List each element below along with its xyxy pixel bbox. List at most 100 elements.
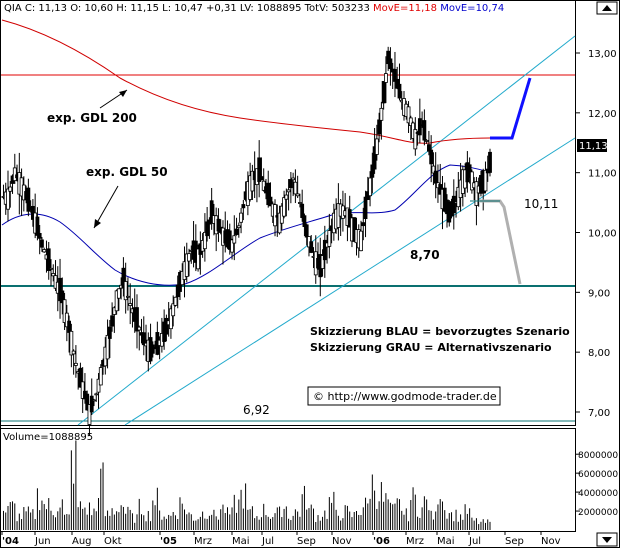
time-tick-label: '04	[2, 536, 19, 547]
last-price-tag	[577, 139, 607, 152]
level-label-6-92: 6,92	[243, 403, 270, 417]
candle-body	[169, 308, 173, 330]
legend-grey-text: Skizzierung GRAU = Alternativszenario	[310, 341, 552, 354]
scenario-legend-box	[306, 322, 540, 356]
candle-body	[12, 167, 17, 181]
candle-body	[302, 215, 307, 228]
candle-body	[64, 312, 69, 328]
candle-body	[361, 222, 366, 227]
candle-body	[37, 233, 42, 239]
time-axis: '04 Jun Aug Okt '05 Mrz Mai Jul Sep Nov '06 Mrz Mai J…	[1, 531, 561, 547]
candle-body	[35, 216, 40, 236]
quote-header: QIA C: 11,13 O: 10,60 H: 11,15 L: 10,47 …	[4, 3, 504, 14]
candle-body	[320, 255, 325, 269]
candle-body	[187, 253, 191, 262]
candle-body	[216, 218, 221, 232]
candle-body	[96, 378, 101, 393]
scenario-blue-path	[490, 77, 532, 140]
candle-body	[92, 399, 96, 402]
time-tick-label: Aug	[72, 536, 92, 547]
price-panel-frame	[0, 0, 576, 426]
candle-body	[474, 181, 479, 206]
candle-body	[374, 138, 379, 155]
candle-body	[121, 267, 126, 289]
candle-body	[413, 129, 418, 150]
time-tick-label: Sep	[297, 536, 316, 547]
candle-body	[71, 350, 76, 355]
candle-body	[94, 393, 99, 396]
candle-body	[230, 239, 234, 253]
candle-body	[322, 239, 327, 261]
candle-series	[1, 46, 492, 436]
candle-body	[150, 344, 155, 354]
candle-body	[46, 248, 51, 271]
candle-body	[286, 189, 291, 193]
last-price-value: 11,13	[579, 141, 608, 152]
time-tick-label: Jul	[261, 536, 274, 547]
lower-trend-line	[124, 137, 576, 426]
candle-body	[304, 224, 309, 238]
candle-body	[184, 253, 189, 277]
candle-body	[60, 290, 65, 304]
candle-body	[288, 179, 293, 189]
gdl50-line	[1, 164, 491, 286]
candle-body	[164, 317, 169, 335]
candle-body	[73, 362, 78, 366]
candle-body	[368, 177, 372, 197]
candle-body	[309, 241, 314, 253]
upper-trend-line	[77, 35, 576, 426]
price-tick-label: 7,00	[588, 408, 610, 419]
candle-body	[395, 78, 400, 89]
candle-body	[431, 165, 436, 174]
price-tick-label: 11,00	[588, 169, 617, 180]
candle-body	[239, 212, 243, 223]
candle-body	[427, 144, 431, 152]
time-tick-label: Mrz	[194, 536, 212, 547]
candle-body	[85, 393, 90, 411]
copyright-link[interactable]: © http://www.godmode-trader.de	[313, 390, 497, 403]
volume-tick-label: 8000000	[578, 451, 618, 461]
candle-body	[291, 177, 296, 181]
candle-body	[110, 315, 114, 327]
candle-body	[98, 367, 103, 386]
candle-body	[209, 200, 214, 224]
candle-body	[261, 180, 266, 191]
candle-body	[488, 151, 492, 173]
candle-body	[196, 248, 200, 270]
candle-body	[26, 187, 31, 212]
gdl50-label: exp. GDL 50	[86, 165, 168, 179]
candle-body	[250, 170, 255, 192]
candle-body	[123, 281, 128, 301]
time-tick-label: '06	[373, 536, 390, 547]
candle-body	[141, 332, 146, 346]
candle-body	[298, 202, 302, 204]
candle-body	[282, 197, 286, 217]
volume-tick-label: 6000000	[578, 470, 618, 480]
candle-body	[78, 367, 83, 388]
candle-body	[58, 277, 62, 302]
candle-body	[232, 235, 237, 244]
time-tick-label: Okt	[104, 536, 122, 547]
candle-body	[293, 181, 298, 195]
candle-body	[40, 239, 44, 248]
candle-body	[80, 381, 85, 399]
arrow-head-icon	[119, 90, 127, 97]
volume-tick-label: 2000000	[578, 508, 618, 518]
candle-body	[372, 146, 377, 170]
candle-body	[6, 188, 10, 210]
price-axis: 7,00 8,00 9,00 10,00 11,00 12,00 13,00	[575, 49, 617, 419]
volume-panel-frame	[0, 428, 576, 532]
candle-body	[467, 164, 472, 178]
candle-body	[69, 330, 74, 356]
candle-body	[234, 228, 239, 235]
price-tick-label: 13,00	[588, 49, 617, 60]
legend-blue-text: Skizzierung BLAU = bevorzugtes Szenario	[310, 325, 570, 338]
time-tick-label: Sep	[505, 536, 524, 547]
candle-body	[429, 149, 434, 165]
candle-body	[424, 140, 429, 142]
candle-body	[126, 295, 130, 298]
candle-body	[116, 288, 121, 299]
candle-body	[137, 326, 142, 331]
